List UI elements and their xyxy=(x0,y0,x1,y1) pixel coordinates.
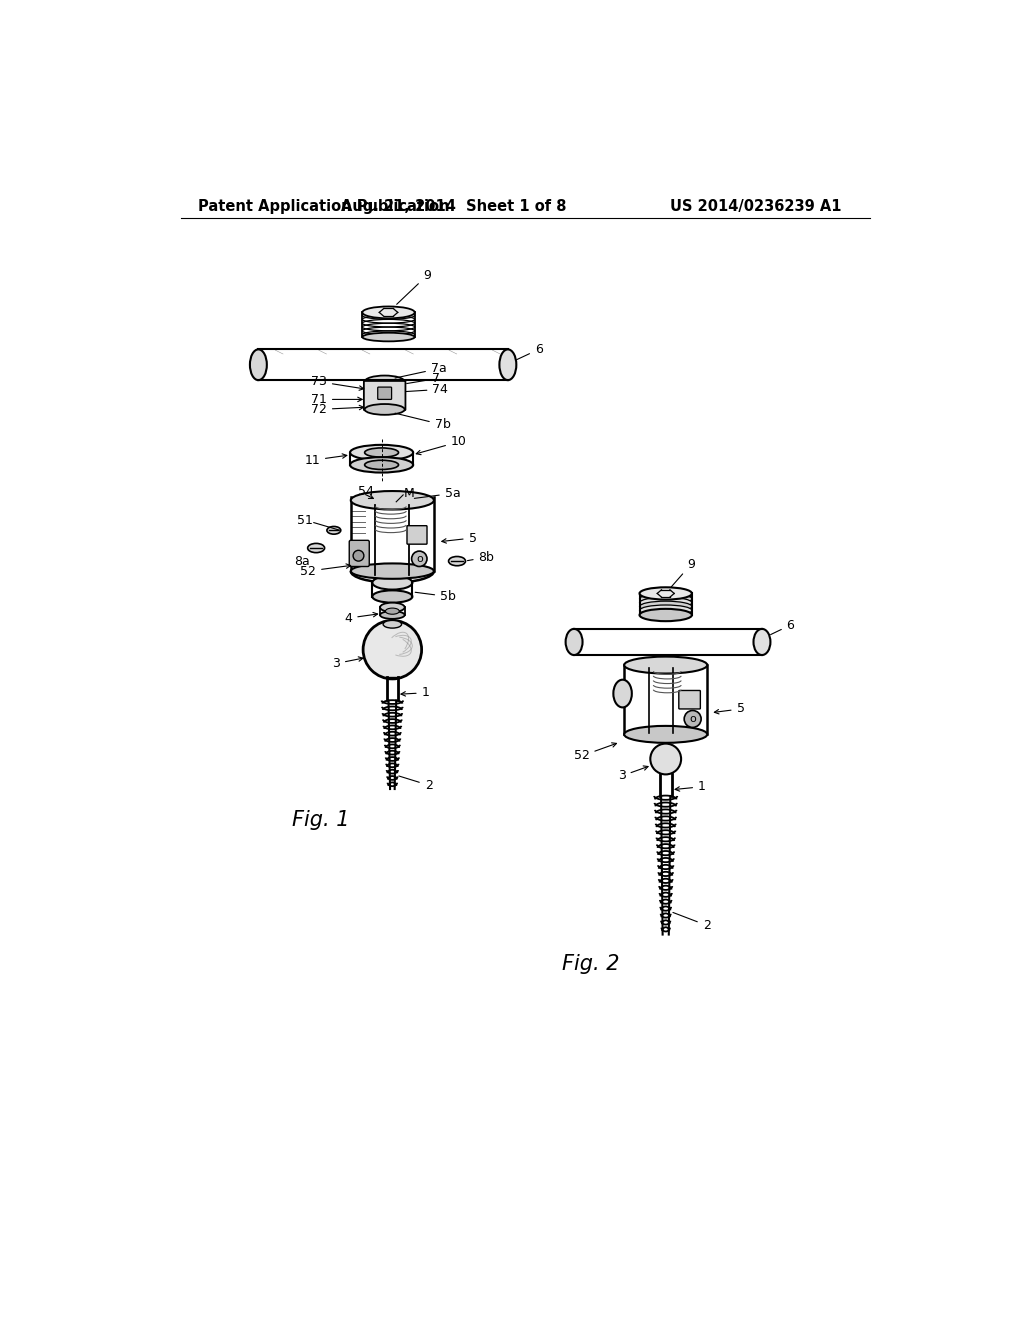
Text: o: o xyxy=(355,550,361,561)
Circle shape xyxy=(353,550,364,561)
Ellipse shape xyxy=(350,445,413,461)
Text: M: M xyxy=(403,487,415,500)
Text: 3: 3 xyxy=(332,657,362,671)
Text: 54: 54 xyxy=(357,484,374,498)
Ellipse shape xyxy=(640,594,692,605)
Circle shape xyxy=(650,743,681,775)
Text: 4: 4 xyxy=(344,611,378,624)
Ellipse shape xyxy=(373,590,413,603)
Text: 11: 11 xyxy=(304,454,347,467)
Ellipse shape xyxy=(640,605,692,616)
Ellipse shape xyxy=(640,601,692,612)
Circle shape xyxy=(412,552,427,566)
Text: 10: 10 xyxy=(416,436,467,454)
Text: o: o xyxy=(416,554,423,564)
Text: 5: 5 xyxy=(715,702,744,715)
Ellipse shape xyxy=(625,656,708,673)
Text: 52: 52 xyxy=(573,743,616,763)
Ellipse shape xyxy=(362,333,415,342)
Text: 8b: 8b xyxy=(468,550,495,564)
Circle shape xyxy=(364,620,422,678)
Ellipse shape xyxy=(365,447,398,457)
FancyBboxPatch shape xyxy=(364,381,406,411)
Ellipse shape xyxy=(640,590,692,601)
Ellipse shape xyxy=(351,564,434,579)
Text: 9: 9 xyxy=(396,269,431,305)
Text: Fig. 1: Fig. 1 xyxy=(292,810,350,830)
Text: 2: 2 xyxy=(399,776,432,792)
Text: 73: 73 xyxy=(311,375,364,391)
Ellipse shape xyxy=(380,611,404,619)
Ellipse shape xyxy=(754,628,770,655)
Text: 74: 74 xyxy=(406,383,449,396)
Text: 7a: 7a xyxy=(395,362,446,378)
Ellipse shape xyxy=(640,609,692,622)
Text: 7: 7 xyxy=(407,372,440,385)
FancyBboxPatch shape xyxy=(349,540,370,566)
FancyBboxPatch shape xyxy=(679,690,700,709)
Text: 6: 6 xyxy=(516,343,543,360)
Text: 9: 9 xyxy=(672,557,695,587)
Ellipse shape xyxy=(500,350,516,380)
Ellipse shape xyxy=(640,587,692,599)
Ellipse shape xyxy=(351,491,434,510)
Text: 3: 3 xyxy=(617,766,648,783)
Ellipse shape xyxy=(449,557,466,566)
Text: 5b: 5b xyxy=(415,590,456,603)
Ellipse shape xyxy=(250,350,267,380)
Ellipse shape xyxy=(565,628,583,655)
Ellipse shape xyxy=(365,461,398,470)
Ellipse shape xyxy=(640,597,692,609)
Text: 8a: 8a xyxy=(295,549,310,569)
Text: 6: 6 xyxy=(771,619,795,635)
Text: o: o xyxy=(689,714,696,723)
Text: Aug. 21, 2014  Sheet 1 of 8: Aug. 21, 2014 Sheet 1 of 8 xyxy=(341,198,566,214)
Ellipse shape xyxy=(613,680,632,708)
Text: 5a: 5a xyxy=(415,487,461,500)
Text: Fig. 2: Fig. 2 xyxy=(562,954,620,974)
Text: 72: 72 xyxy=(311,403,364,416)
Ellipse shape xyxy=(385,609,399,614)
Ellipse shape xyxy=(327,527,341,535)
Ellipse shape xyxy=(365,404,404,414)
Text: US 2014/0236239 A1: US 2014/0236239 A1 xyxy=(670,198,841,214)
Text: 52: 52 xyxy=(300,564,350,578)
FancyBboxPatch shape xyxy=(407,525,427,544)
Text: 2: 2 xyxy=(673,912,711,932)
Text: 5: 5 xyxy=(441,532,476,545)
Ellipse shape xyxy=(380,603,404,612)
Text: 1: 1 xyxy=(675,780,706,793)
Text: 7b: 7b xyxy=(395,413,451,432)
Circle shape xyxy=(684,710,701,727)
Text: 1: 1 xyxy=(401,686,429,700)
Ellipse shape xyxy=(365,376,404,388)
Ellipse shape xyxy=(350,457,413,473)
Text: 71: 71 xyxy=(311,393,362,407)
Ellipse shape xyxy=(383,620,401,628)
Text: Patent Application Publication: Patent Application Publication xyxy=(199,198,450,214)
Ellipse shape xyxy=(625,726,708,743)
Ellipse shape xyxy=(373,576,413,590)
Text: 51: 51 xyxy=(297,513,312,527)
Ellipse shape xyxy=(307,544,325,553)
FancyBboxPatch shape xyxy=(378,387,391,400)
Ellipse shape xyxy=(362,306,415,318)
